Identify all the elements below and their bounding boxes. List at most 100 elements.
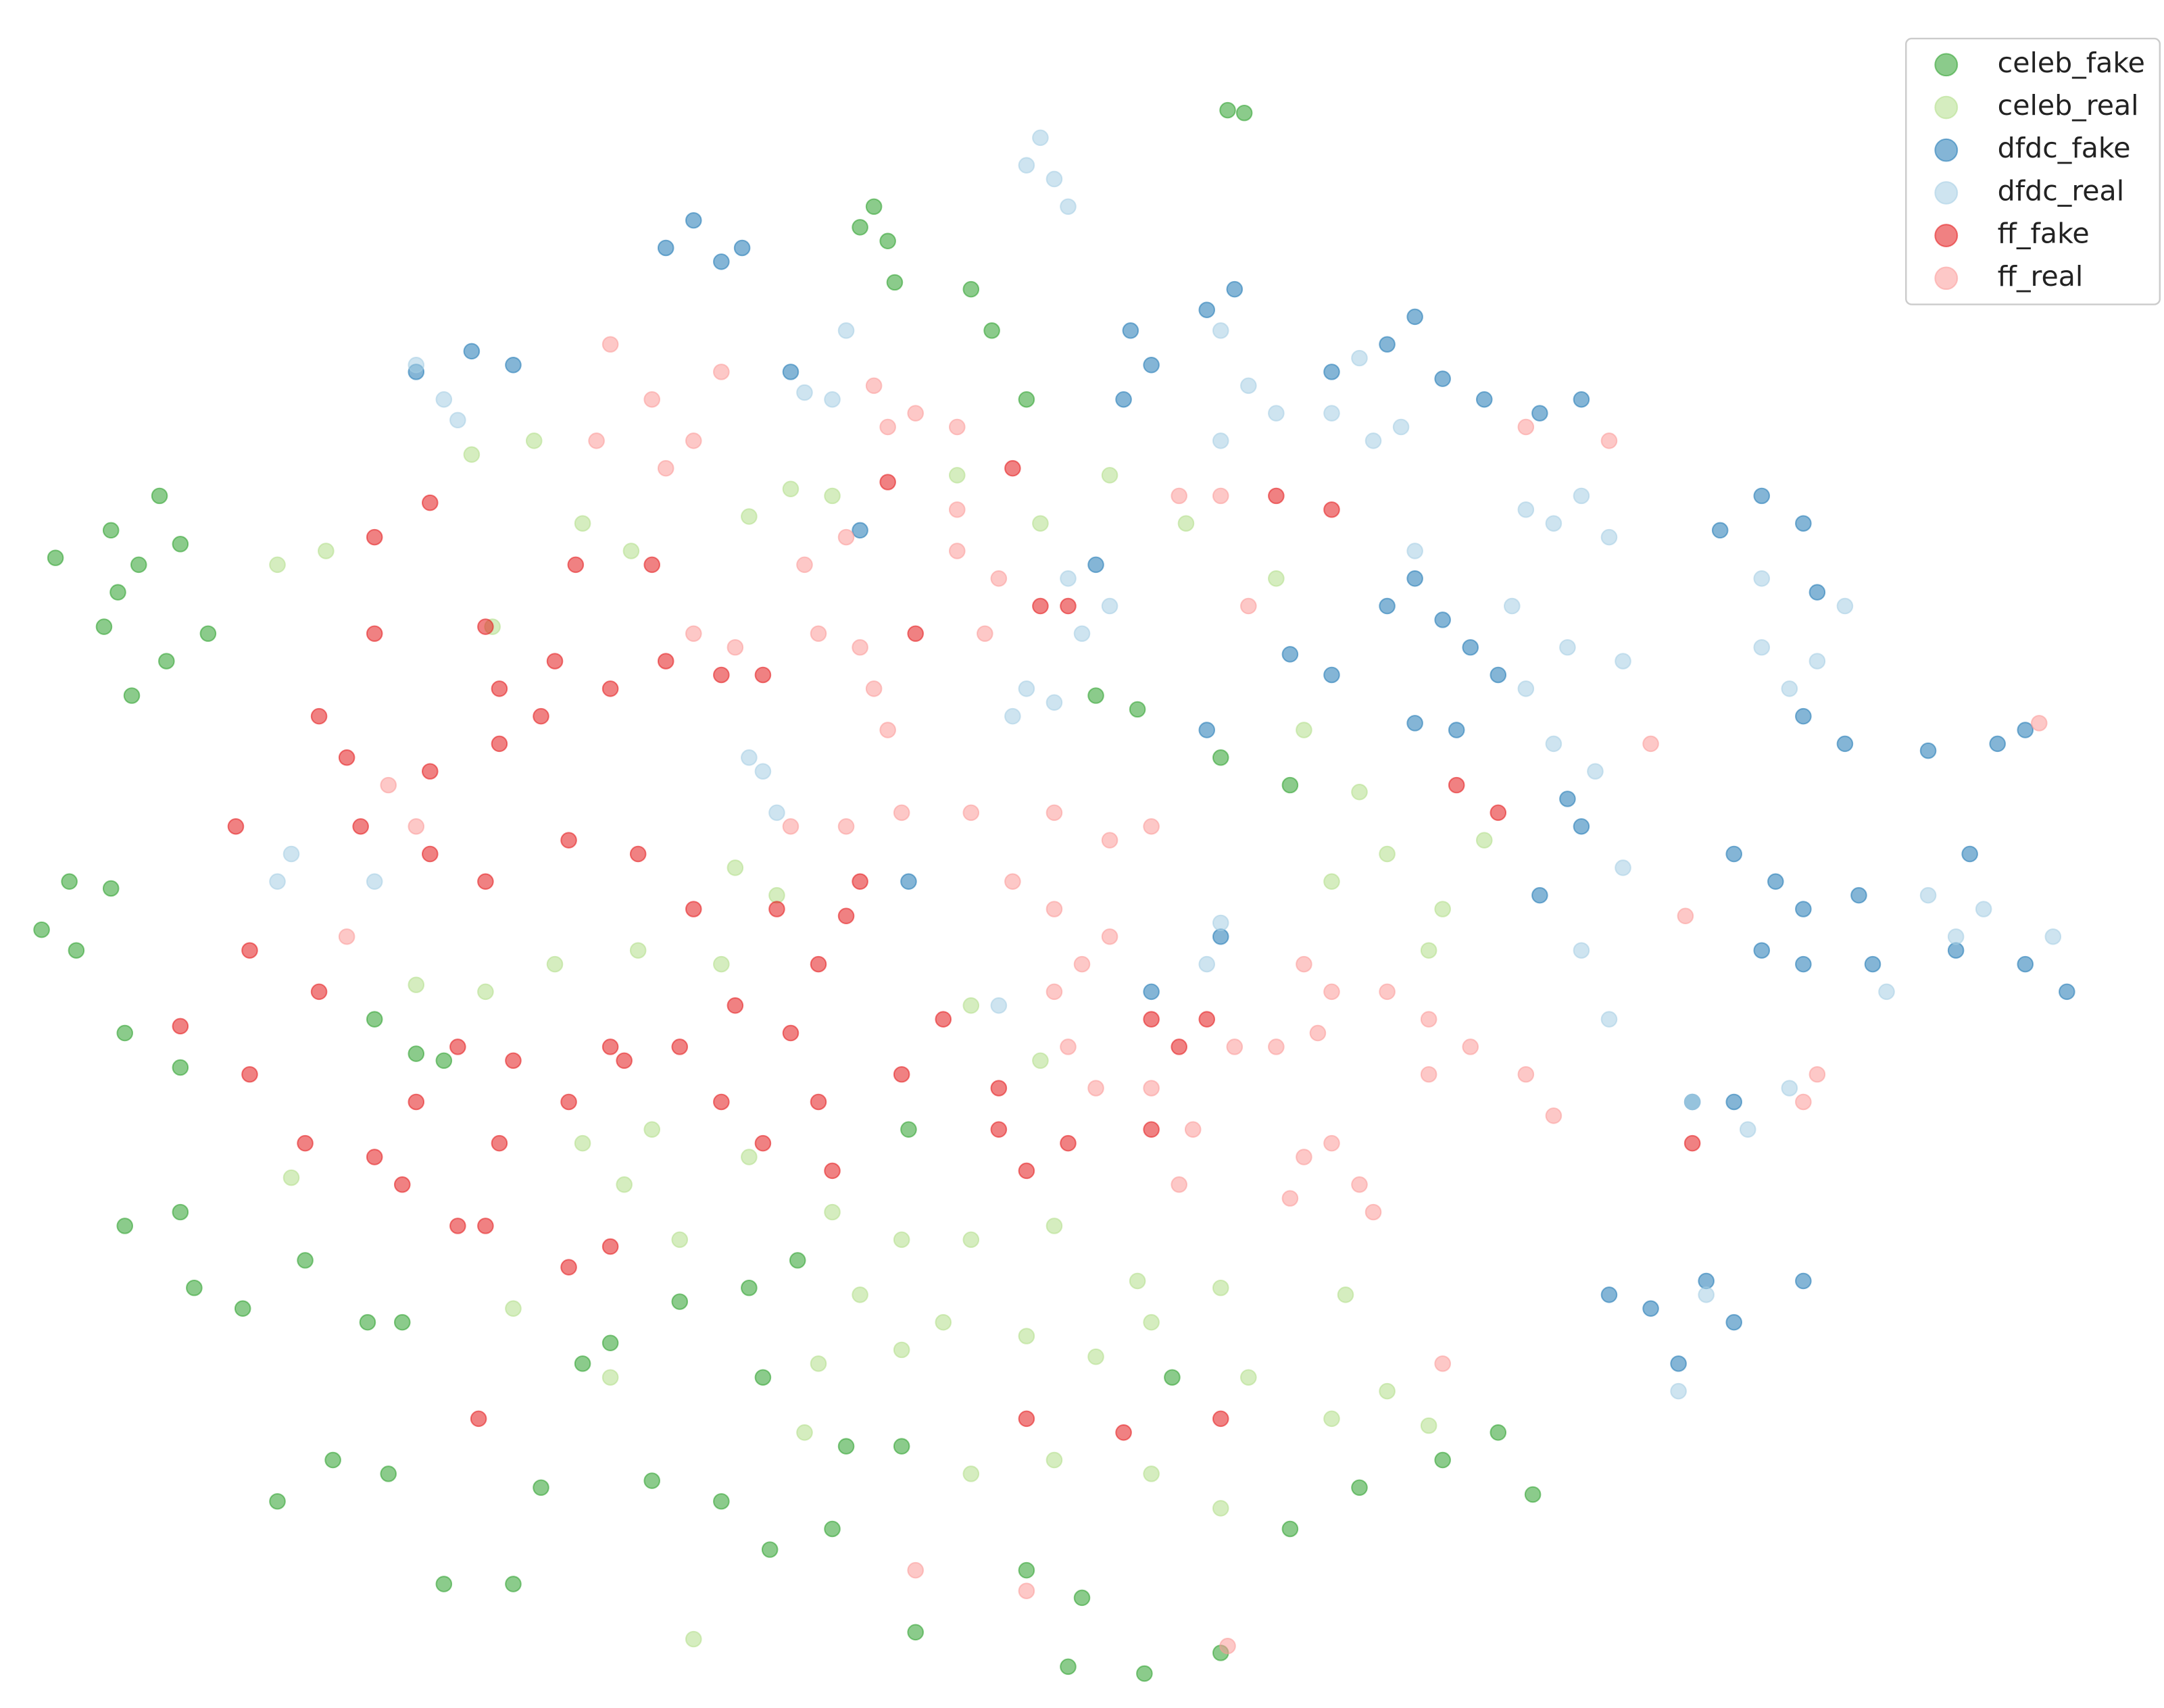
point	[102, 880, 120, 897]
point	[1462, 638, 1479, 656]
point	[629, 845, 647, 863]
point	[1475, 832, 1493, 849]
series-points	[33, 101, 1542, 1682]
point	[1795, 707, 1812, 725]
point	[491, 680, 508, 697]
point	[1670, 1355, 1687, 1372]
point	[477, 983, 494, 1001]
point	[1517, 418, 1535, 436]
point	[1060, 570, 1077, 587]
point	[1836, 735, 1854, 753]
point	[1475, 391, 1493, 408]
point	[1046, 694, 1063, 711]
point	[408, 976, 425, 993]
point	[1587, 763, 1604, 780]
point	[1323, 983, 1340, 1001]
point	[1143, 1121, 1160, 1138]
point	[1573, 942, 1590, 959]
point	[1046, 983, 1063, 1001]
point	[1392, 418, 1410, 436]
point	[546, 955, 564, 973]
point	[1947, 928, 1965, 945]
point	[1281, 1520, 1299, 1538]
point	[172, 1059, 189, 1076]
point	[1101, 832, 1118, 849]
point	[879, 232, 896, 250]
point	[393, 1176, 411, 1193]
point	[629, 942, 647, 959]
point	[1615, 653, 1631, 670]
point	[1524, 1486, 1542, 1503]
point	[1060, 597, 1077, 615]
point	[1018, 1328, 1035, 1345]
point	[338, 749, 355, 766]
point	[1677, 907, 1694, 924]
point	[172, 1018, 189, 1035]
point	[754, 1134, 772, 1152]
point	[1406, 715, 1423, 732]
point	[616, 1052, 633, 1070]
point	[1573, 818, 1590, 835]
point	[865, 680, 883, 697]
point	[713, 363, 730, 380]
point	[1767, 873, 1784, 890]
point	[1323, 666, 1340, 684]
point	[754, 763, 772, 780]
point	[574, 515, 591, 532]
point	[1004, 707, 1021, 725]
point	[172, 1203, 189, 1221]
legend-marker	[1934, 224, 1959, 247]
point	[241, 942, 258, 959]
point	[754, 666, 772, 684]
point	[657, 459, 674, 477]
point	[1101, 467, 1118, 484]
point	[824, 487, 841, 505]
point	[2030, 715, 2048, 732]
point	[1323, 1410, 1340, 1428]
point	[1406, 543, 1423, 559]
point	[1143, 983, 1160, 1001]
point	[601, 1334, 619, 1351]
point	[1683, 1093, 1701, 1111]
point	[33, 921, 50, 938]
point	[962, 1231, 980, 1249]
point	[1212, 914, 1229, 932]
point	[1836, 597, 1854, 615]
point	[671, 1231, 689, 1249]
point	[477, 1217, 494, 1234]
point	[893, 1231, 910, 1249]
point	[1600, 528, 1618, 546]
point	[338, 928, 355, 945]
point	[1517, 680, 1535, 697]
point	[1670, 1382, 1687, 1400]
point	[491, 1134, 508, 1152]
point	[1235, 104, 1253, 122]
point	[990, 1121, 1008, 1138]
point	[685, 901, 702, 918]
point	[616, 1176, 633, 1193]
point	[1212, 322, 1229, 339]
point	[948, 418, 966, 436]
point	[366, 625, 383, 643]
point	[1573, 391, 1590, 408]
point	[310, 983, 328, 1001]
legend-marker	[1934, 95, 1959, 120]
point	[282, 845, 300, 863]
point	[408, 1045, 425, 1062]
point	[837, 528, 855, 546]
point	[157, 653, 175, 670]
point	[935, 1011, 952, 1028]
point	[1143, 1465, 1160, 1482]
point	[1268, 570, 1285, 587]
point	[1683, 1134, 1701, 1152]
point	[1171, 1176, 1187, 1193]
point	[525, 432, 543, 449]
point	[366, 1149, 383, 1165]
point	[463, 343, 481, 360]
point	[1018, 391, 1035, 408]
point	[421, 763, 439, 780]
point	[1462, 1038, 1479, 1055]
point	[380, 776, 397, 794]
point	[837, 322, 855, 339]
